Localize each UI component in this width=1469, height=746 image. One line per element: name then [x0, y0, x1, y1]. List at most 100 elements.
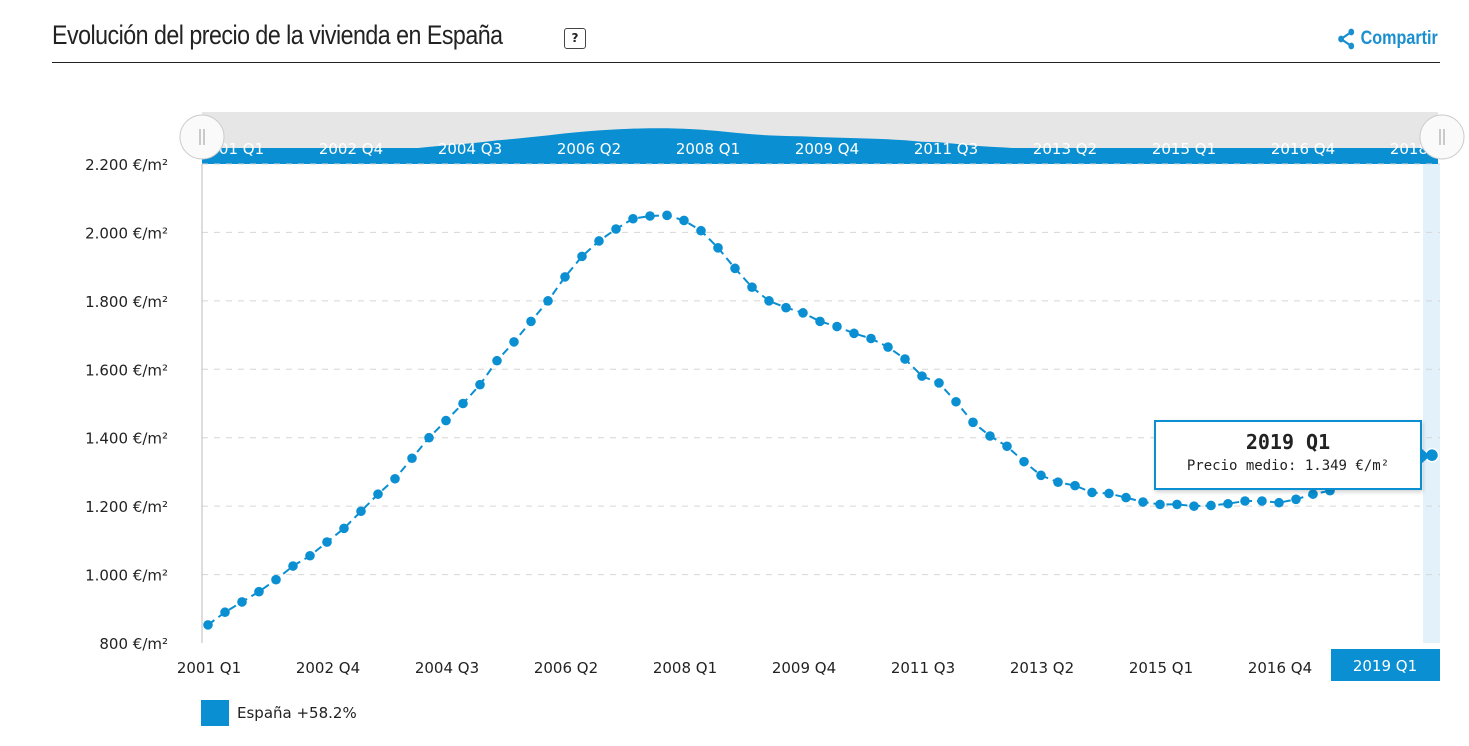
- data-point[interactable]: [798, 308, 808, 318]
- data-point[interactable]: [968, 417, 978, 428]
- navigator-label: 2016 Q4: [1271, 140, 1335, 158]
- data-point[interactable]: [696, 225, 706, 236]
- data-point[interactable]: [1257, 496, 1267, 506]
- data-point[interactable]: [951, 396, 961, 407]
- data-point[interactable]: [594, 236, 604, 246]
- data-point[interactable]: [577, 251, 587, 262]
- navigator-handle-right[interactable]: [1419, 114, 1465, 160]
- data-point[interactable]: [1121, 492, 1131, 503]
- data-point[interactable]: [543, 296, 553, 306]
- data-point[interactable]: [985, 431, 995, 441]
- help-button[interactable]: ?: [564, 28, 586, 49]
- data-point[interactable]: [407, 453, 417, 464]
- share-label: Compartir: [1360, 28, 1438, 49]
- data-point[interactable]: [1206, 500, 1216, 511]
- legend-swatch: [201, 700, 229, 726]
- data-point[interactable]: [203, 620, 213, 630]
- navigator-label: 2011 Q3: [914, 140, 978, 158]
- data-point[interactable]: [1308, 489, 1318, 499]
- chart-title: Evolución del precio de la vivienda en E…: [52, 20, 503, 50]
- chart-header: Evolución del precio de la vivienda en E…: [52, 14, 1440, 63]
- y-tick-label: 1.400 €/m²: [85, 430, 168, 448]
- data-point[interactable]: [1172, 499, 1182, 510]
- data-point[interactable]: [1036, 470, 1046, 481]
- data-point[interactable]: [662, 210, 672, 221]
- x-tick-label: 2004 Q3: [415, 659, 479, 677]
- data-point[interactable]: [271, 574, 281, 585]
- data-point[interactable]: [390, 473, 400, 484]
- data-point[interactable]: [611, 224, 621, 234]
- data-point[interactable]: [1104, 488, 1114, 499]
- data-point[interactable]: [339, 523, 349, 534]
- navigator-label: 2006 Q2: [557, 140, 621, 158]
- data-point[interactable]: [441, 415, 451, 426]
- data-point[interactable]: [917, 371, 927, 381]
- data-point[interactable]: [1223, 498, 1233, 509]
- x-tick-label: 2002 Q4: [296, 659, 360, 677]
- data-point[interactable]: [900, 354, 910, 364]
- data-point[interactable]: [458, 398, 468, 409]
- navigator-handle-right-circle: [1419, 114, 1465, 160]
- x-tick-label: 2006 Q2: [534, 659, 598, 677]
- data-point[interactable]: [747, 282, 757, 292]
- data-point[interactable]: [1189, 501, 1199, 511]
- data-point[interactable]: [526, 316, 536, 327]
- data-point[interactable]: [1274, 497, 1284, 508]
- data-point[interactable]: [1291, 494, 1301, 505]
- data-point[interactable]: [237, 597, 247, 607]
- data-point[interactable]: [475, 379, 485, 390]
- y-tick-label: 1.000 €/m²: [85, 567, 168, 585]
- data-point[interactable]: [322, 537, 332, 547]
- data-point[interactable]: [883, 342, 893, 352]
- tooltip-arrow: [1421, 448, 1430, 464]
- navigator-label: 2002 Q4: [319, 140, 383, 158]
- legend-label: España +58.2%: [237, 704, 357, 722]
- x-tick-label: 2013 Q2: [1010, 659, 1074, 677]
- data-point[interactable]: [424, 432, 434, 443]
- data-point[interactable]: [730, 263, 740, 274]
- data-point[interactable]: [781, 302, 791, 313]
- navigator-band: [202, 148, 1438, 164]
- data-point[interactable]: [832, 321, 842, 332]
- navigator-label: 2015 Q1: [1152, 140, 1216, 158]
- data-point[interactable]: [764, 296, 774, 306]
- data-point[interactable]: [305, 550, 315, 561]
- data-point[interactable]: [1053, 477, 1063, 487]
- x-highlight-label: 2019 Q1: [1353, 657, 1417, 675]
- navigator-handle-left[interactable]: [179, 114, 225, 160]
- data-point[interactable]: [866, 333, 876, 344]
- data-point[interactable]: [1019, 456, 1029, 467]
- data-point[interactable]: [1002, 441, 1012, 452]
- x-highlight-box: [1331, 649, 1440, 681]
- y-tick-label: 2.200 €/m²: [85, 156, 168, 174]
- y-tick-label: 1.800 €/m²: [85, 293, 168, 311]
- navigator-label: 2008 Q1: [676, 140, 740, 158]
- x-tick-label: 2001 Q1: [177, 659, 241, 677]
- data-point[interactable]: [934, 378, 944, 388]
- data-point[interactable]: [492, 355, 502, 366]
- hover-band: [1423, 164, 1440, 643]
- data-point[interactable]: [1070, 480, 1080, 491]
- data-point[interactable]: [1155, 499, 1165, 510]
- data-point[interactable]: [849, 328, 859, 339]
- share-button[interactable]: Compartir: [1337, 28, 1438, 50]
- data-point[interactable]: [288, 561, 298, 571]
- data-point[interactable]: [1240, 496, 1250, 506]
- range-navigator[interactable]: 2001 Q1 2002 Q4 2004 Q3 2006 Q2 2008 Q1 2009 …: [179, 112, 1465, 164]
- data-point[interactable]: [628, 213, 638, 224]
- data-point[interactable]: [509, 337, 519, 347]
- data-point[interactable]: [220, 607, 230, 618]
- data-point[interactable]: [679, 215, 689, 226]
- legend-item-espana[interactable]: España +58.2%: [201, 700, 357, 726]
- data-point[interactable]: [1138, 497, 1148, 507]
- data-point[interactable]: [645, 211, 655, 221]
- data-point[interactable]: [373, 489, 383, 499]
- data-point[interactable]: [1087, 487, 1097, 498]
- data-point[interactable]: [560, 272, 570, 282]
- data-point[interactable]: [815, 316, 825, 327]
- data-point[interactable]: [356, 506, 366, 517]
- data-point[interactable]: [254, 586, 264, 597]
- y-tick-label: 1.600 €/m²: [85, 361, 168, 379]
- x-tick-label: 2008 Q1: [653, 659, 717, 677]
- data-point[interactable]: [713, 243, 723, 253]
